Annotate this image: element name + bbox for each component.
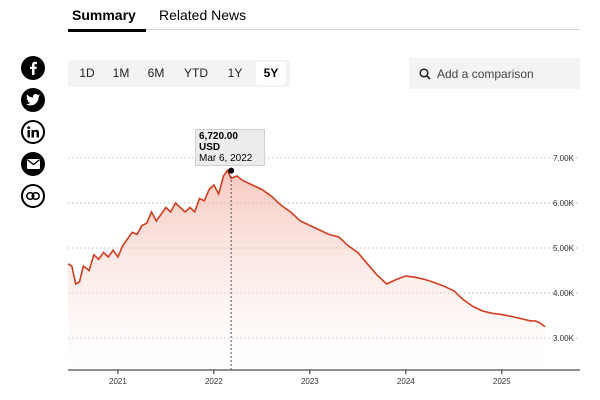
linkedin-icon xyxy=(27,126,39,138)
highlight-point xyxy=(228,167,235,174)
tab-related-news[interactable]: Related News xyxy=(159,7,247,23)
y-axis: 3.00K 4.00K 5.00K 6.00K 7.00K xyxy=(553,154,575,343)
price-area xyxy=(68,170,545,370)
range-5y[interactable]: 5Y xyxy=(256,62,286,85)
range-6m[interactable]: 6M xyxy=(147,66,165,80)
price-line xyxy=(67,169,546,328)
y-tick-label: 6.00K xyxy=(553,199,575,208)
linkedin-share-button[interactable] xyxy=(21,120,45,144)
facebook-icon xyxy=(30,61,37,75)
copy-link-button[interactable] xyxy=(21,184,45,208)
range-ytd[interactable]: YTD xyxy=(184,66,208,80)
range-1d[interactable]: 1D xyxy=(79,66,95,80)
y-tick-label: 7.00K xyxy=(553,154,575,163)
email-icon xyxy=(26,159,40,169)
range-1m[interactable]: 1M xyxy=(112,66,130,80)
y-tick-label: 5.00K xyxy=(553,244,575,253)
tab-bar: Summary Related News xyxy=(68,0,580,32)
twitter-icon xyxy=(26,94,40,106)
x-tick-label: 2025 xyxy=(493,377,511,386)
x-axis: 2021 2022 2023 2024 2025 xyxy=(109,370,511,386)
x-tick-label: 2021 xyxy=(109,377,127,386)
tooltip-date: Mar 6, 2022 xyxy=(199,153,253,164)
x-tick-label: 2023 xyxy=(301,377,319,386)
price-tooltip: 6,720.00 USD Mar 6, 2022 xyxy=(195,129,265,166)
y-tick-label: 4.00K xyxy=(553,289,575,298)
twitter-share-button[interactable] xyxy=(21,88,45,112)
range-1y[interactable]: 1Y xyxy=(227,66,243,80)
link-icon xyxy=(26,192,40,200)
add-comparison-input[interactable]: Add a comparison xyxy=(409,58,580,89)
x-tick-label: 2022 xyxy=(205,377,223,386)
time-range-selector: 1D 1M 6M YTD 1Y 5Y xyxy=(68,60,290,87)
tab-summary[interactable]: Summary xyxy=(68,7,146,32)
email-share-button[interactable] xyxy=(21,152,45,176)
x-tick-label: 2024 xyxy=(397,377,415,386)
tooltip-price: 6,720.00 USD xyxy=(199,131,238,153)
facebook-share-button[interactable] xyxy=(21,56,45,80)
add-comparison-placeholder: Add a comparison xyxy=(437,66,534,81)
search-icon xyxy=(419,67,431,80)
y-tick-label: 3.00K xyxy=(553,334,575,343)
